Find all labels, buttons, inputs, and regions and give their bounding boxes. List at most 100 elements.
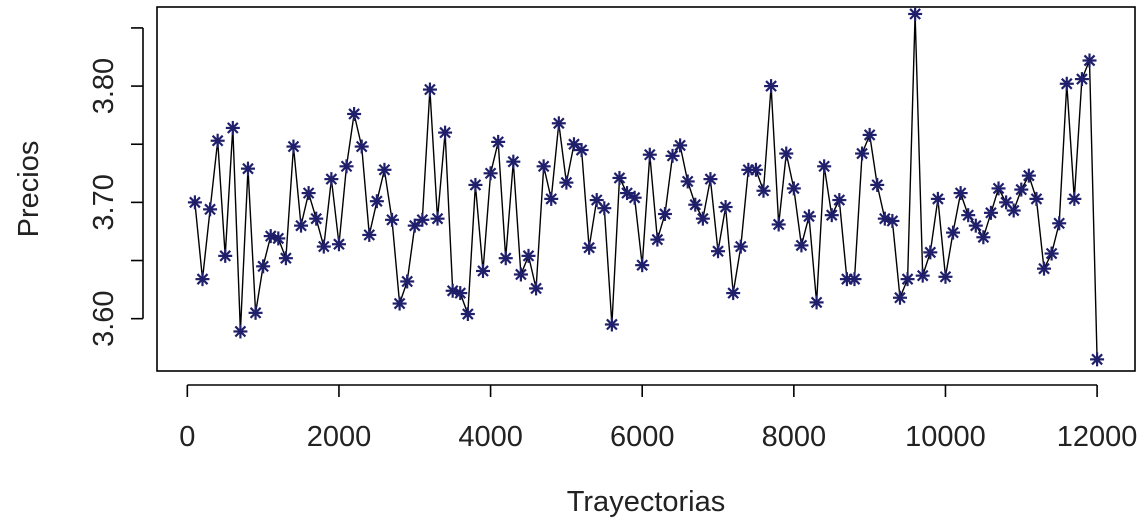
data-point xyxy=(938,269,953,284)
y-tick-label: 3.70 xyxy=(88,174,120,230)
data-point xyxy=(786,181,801,196)
data-point xyxy=(438,125,453,140)
data-point xyxy=(1006,203,1021,218)
data-point xyxy=(286,139,301,154)
data-point xyxy=(930,191,945,206)
data-point xyxy=(225,120,240,135)
data-point xyxy=(946,225,961,240)
data-point xyxy=(309,211,324,226)
data-point xyxy=(506,154,521,169)
data-point xyxy=(1090,352,1105,367)
data-point xyxy=(415,212,430,227)
data-point xyxy=(968,218,983,233)
data-point xyxy=(748,162,763,177)
data-point xyxy=(407,218,422,233)
data-point xyxy=(885,213,900,228)
data-point xyxy=(476,263,490,278)
data-point xyxy=(635,258,650,273)
data-point xyxy=(430,211,445,226)
data-point xyxy=(794,238,809,253)
data-point xyxy=(362,227,377,242)
data-point xyxy=(612,170,627,185)
plot-frame xyxy=(156,6,1136,372)
data-point xyxy=(597,201,612,216)
x-tick-label: 8000 xyxy=(762,421,827,453)
y-tick-label: 3.60 xyxy=(88,290,120,346)
data-point xyxy=(620,186,635,201)
data-point xyxy=(574,143,589,158)
data-point xyxy=(1029,191,1044,206)
data-point xyxy=(316,239,331,254)
x-tick-label: 10000 xyxy=(905,421,986,453)
series-line xyxy=(194,13,1098,360)
data-point xyxy=(331,237,346,252)
data-point xyxy=(673,138,688,153)
data-point xyxy=(832,193,847,208)
data-point xyxy=(627,190,642,205)
y-tick-label: 3.80 xyxy=(88,58,120,114)
data-point xyxy=(665,148,680,163)
data-point xyxy=(824,208,839,223)
data-point xyxy=(203,202,218,217)
data-point xyxy=(1014,182,1029,197)
data-point xyxy=(604,317,619,332)
data-point xyxy=(195,272,210,287)
data-point xyxy=(483,166,498,181)
data-point xyxy=(369,194,384,209)
data-point xyxy=(764,79,779,94)
data-point xyxy=(726,286,741,301)
data-point xyxy=(1037,261,1052,276)
data-point xyxy=(862,127,877,142)
data-point xyxy=(347,106,362,121)
data-point xyxy=(385,212,400,227)
data-point xyxy=(354,139,369,154)
data-point xyxy=(923,245,938,260)
data-point xyxy=(1052,216,1067,231)
data-point xyxy=(1074,72,1089,87)
data-point xyxy=(294,218,309,233)
data-point xyxy=(756,183,771,198)
data-point xyxy=(582,240,597,255)
data-point xyxy=(718,200,733,215)
data-point xyxy=(536,159,551,174)
data-point xyxy=(650,232,665,247)
data-point xyxy=(847,272,862,287)
x-tick-label: 0 xyxy=(179,421,195,453)
data-point xyxy=(248,305,263,320)
data-point xyxy=(187,195,202,210)
data-point xyxy=(1067,191,1082,206)
data-point xyxy=(991,181,1006,196)
data-point xyxy=(983,205,998,220)
data-point xyxy=(422,82,437,97)
data-point xyxy=(953,186,968,201)
data-point xyxy=(218,248,233,263)
data-point xyxy=(1059,76,1074,91)
data-point xyxy=(544,191,559,206)
x-axis-ticks: 0 2000 4000 6000 8000 10000 12000 xyxy=(179,385,1137,453)
data-point xyxy=(566,137,581,152)
data-point xyxy=(855,146,870,161)
data-point xyxy=(915,268,930,283)
data-point xyxy=(521,248,536,263)
data-point xyxy=(976,230,991,245)
data-point xyxy=(529,281,544,296)
data-point xyxy=(1021,168,1036,183)
data-point xyxy=(771,217,786,232)
data-point xyxy=(680,174,695,189)
data-point xyxy=(233,324,248,339)
data-point xyxy=(301,186,316,201)
y-axis-title: Precios xyxy=(13,141,45,238)
data-point xyxy=(688,197,703,212)
data-point xyxy=(900,272,915,287)
data-point xyxy=(779,146,794,161)
data-point xyxy=(392,296,407,311)
data-point xyxy=(468,177,483,192)
data-point xyxy=(817,159,832,174)
data-point xyxy=(256,259,271,274)
data-point xyxy=(559,175,574,190)
data-point xyxy=(908,6,923,21)
data-point xyxy=(271,231,286,246)
data-point xyxy=(377,162,392,177)
data-point xyxy=(278,251,293,266)
